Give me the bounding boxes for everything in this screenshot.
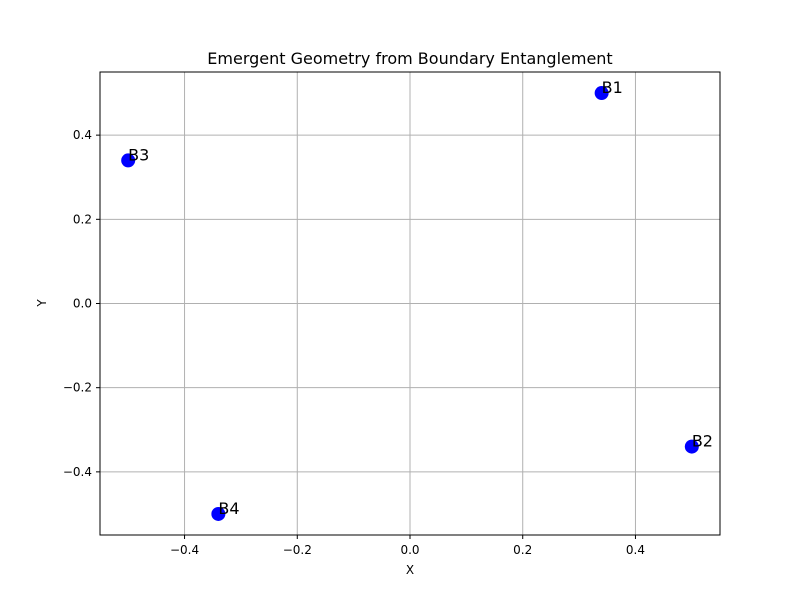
y-axis-label: Y [35,299,49,308]
point-label: B2 [692,432,713,451]
x-tick-label: −0.4 [170,543,199,557]
data-point [121,153,136,168]
point-label: B1 [602,78,623,97]
point-label: B4 [218,499,239,518]
data-point [684,439,699,454]
x-axis-label: X [406,563,414,577]
y-tick-label: 0.2 [73,212,92,226]
y-tick-label: −0.2 [63,381,92,395]
data-point [594,86,609,101]
x-tick-label: 0.0 [400,543,419,557]
y-tick-label: 0.4 [73,128,92,142]
y-axis-ticks: −0.4 −0.2 0.0 0.2 0.4 [63,128,100,479]
y-tick-label: 0.0 [73,297,92,311]
x-tick-label: −0.2 [283,543,312,557]
grid-lines [100,72,720,535]
x-tick-label: 0.4 [626,543,645,557]
x-tick-label: 0.2 [513,543,532,557]
y-tick-label: −0.4 [63,465,92,479]
chart-title: Emergent Geometry from Boundary Entangle… [207,49,612,68]
data-points: B1 B2 B3 B4 [121,78,713,521]
data-point [211,506,226,521]
x-axis-ticks: −0.4 −0.2 0.0 0.2 0.4 [170,535,645,557]
point-label: B3 [128,145,149,164]
